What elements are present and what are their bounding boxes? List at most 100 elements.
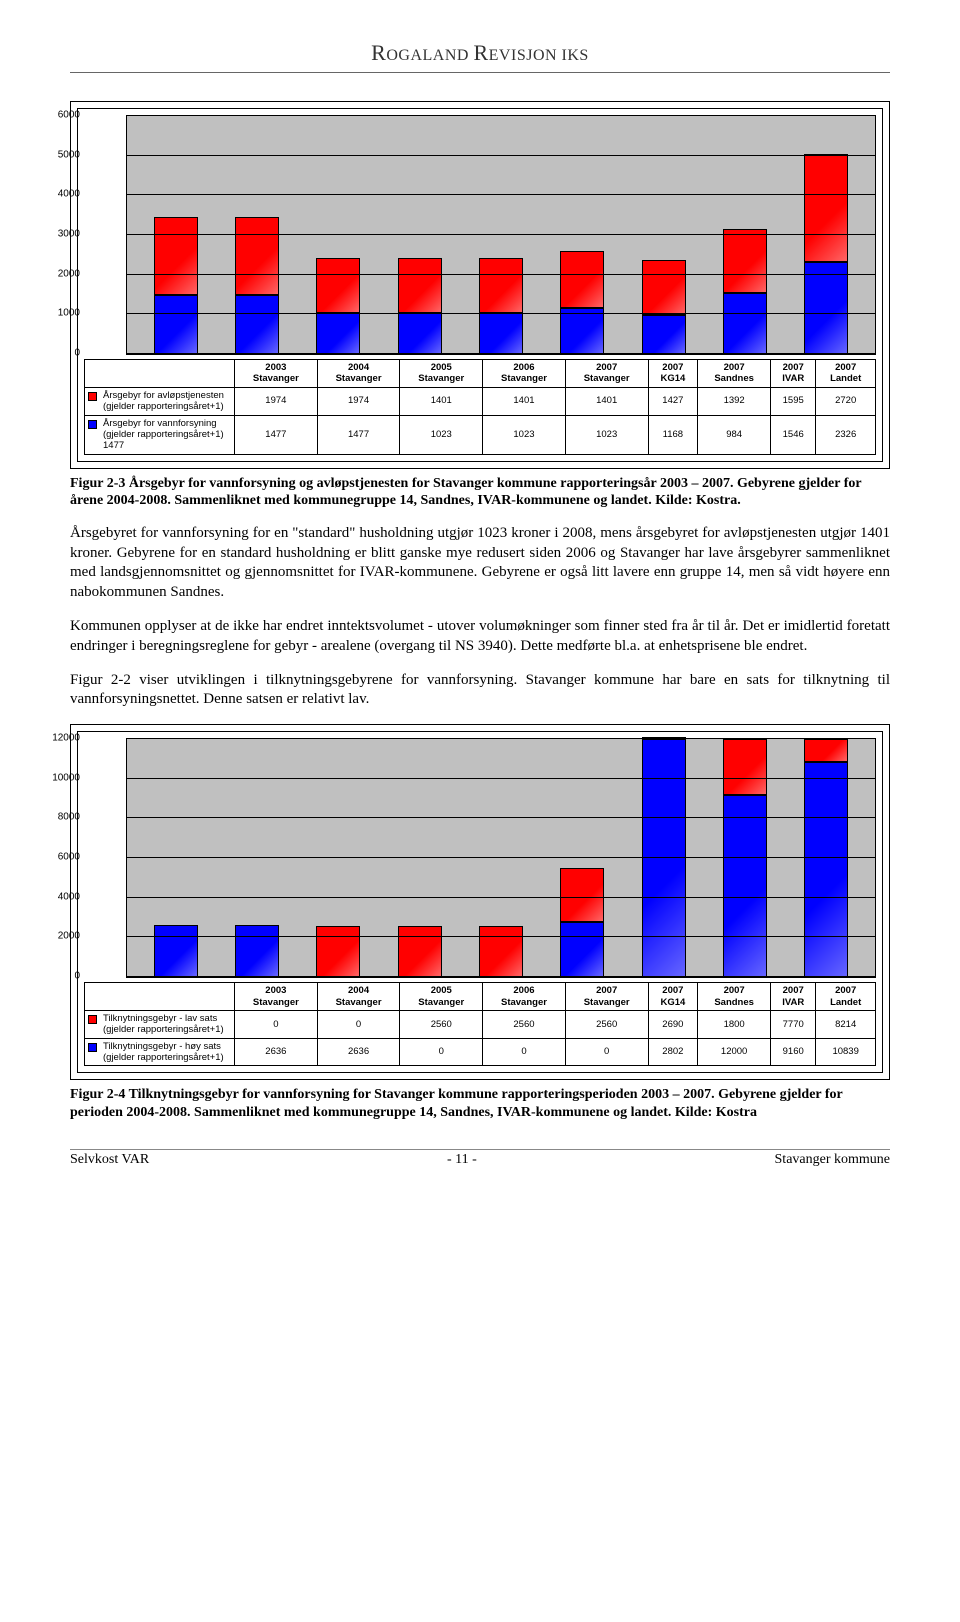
table-cell: 2326 [816,415,876,454]
bar-group [479,926,523,977]
table-cell: 1974 [317,387,400,415]
footer-right: Stavanger kommune [775,1152,890,1168]
bar-group [560,251,604,354]
series-label: Tilknytningsgebyr - lav sats (gjelder ra… [85,1010,235,1038]
col-header: 2005Stavanger [400,983,483,1011]
bar-group [479,258,523,354]
bar-seg-red [804,154,848,262]
col-header: 2007Landet [816,983,876,1011]
bar-seg-red [235,217,279,295]
footer-center: - 11 - [447,1152,477,1168]
bar-group [804,154,848,354]
bar-group [398,926,442,977]
series-label: Årsgebyr for vannforsyning (gjelder rapp… [85,415,235,454]
table-cell: 1392 [698,387,771,415]
bar-seg-blue [154,295,198,354]
legend-swatch [88,1015,97,1024]
caption1: Figur 2-3 Årsgebyr for vannforsyning og … [70,475,890,510]
chart2-yaxis: 020004000600080001000012000 [84,738,126,976]
ytick-label: 4000 [44,891,80,902]
table-cell: 2560 [483,1010,566,1038]
header-company: ROGALAND REVISJON IKS [70,40,890,66]
table-cell: 12000 [698,1038,771,1066]
table-cell: 9160 [771,1038,816,1066]
page: ROGALAND REVISJON IKS 010002000300040005… [0,0,960,1198]
table-cell: 1401 [483,387,566,415]
legend-swatch [88,1043,97,1052]
col-header: 2005Stavanger [400,360,483,388]
table-cell: 1595 [771,387,816,415]
bar-seg-blue [560,308,604,354]
ytick-label: 10000 [44,772,80,783]
col-header: 2004Stavanger [317,983,400,1011]
table-cell: 0 [400,1038,483,1066]
table-cell: 1401 [400,387,483,415]
table-cell: 7770 [771,1010,816,1038]
ytick-label: 1000 [44,308,80,319]
col-header: 2006Stavanger [483,983,566,1011]
bar-group [316,926,360,977]
ytick-label: 2000 [44,931,80,942]
bar-seg-red [560,868,604,921]
table-cell: 8214 [816,1010,876,1038]
bar-seg-blue [723,795,767,977]
bar-group [723,229,767,354]
table-cell: 1546 [771,415,816,454]
chart2-frame: 020004000600080001000012000 2003Stavange… [70,724,890,1080]
table-cell: 1023 [565,415,648,454]
table-cell: 10839 [816,1038,876,1066]
para1: Årsgebyret for vannforsyning for en "sta… [70,524,890,603]
table-cell: 0 [235,1010,318,1038]
bar-group [804,739,848,977]
table-cell: 1401 [565,387,648,415]
bar-seg-red [154,217,198,295]
bar-group [723,739,767,977]
bar-seg-blue [235,295,279,354]
caption2: Figur 2-4 Tilknytningsgebyr for vannfors… [70,1086,890,1121]
chart2-inner: 020004000600080001000012000 2003Stavange… [77,731,883,1073]
table-cell: 1800 [698,1010,771,1038]
table-cell: 2560 [400,1010,483,1038]
col-header: 2007Landet [816,360,876,388]
bar-group [316,258,360,354]
chart1-table: 2003Stavanger2004Stavanger2005Stavanger2… [84,359,876,455]
bar-seg-blue [804,762,848,977]
footer-left: Selvkost VAR [70,1152,149,1168]
col-header: 2006Stavanger [483,360,566,388]
bar-group [154,217,198,354]
bar-seg-blue [723,293,767,354]
table-cell: 2690 [648,1010,698,1038]
chart1-yaxis: 0100020003000400050006000 [84,115,126,353]
bar-group [235,217,279,354]
bar-seg-blue [398,313,442,354]
col-header: 2004Stavanger [317,360,400,388]
col-header: 2007Sandnes [698,983,771,1011]
para2: Kommunen opplyser at de ikke har endret … [70,617,890,657]
chart2-table: 2003Stavanger2004Stavanger2005Stavanger2… [84,982,876,1066]
header-rule [70,72,890,73]
table-cell: 0 [483,1038,566,1066]
table-cell: 1023 [400,415,483,454]
ytick-label: 4000 [44,189,80,200]
bar-group [398,258,442,354]
table-cell: 2636 [235,1038,318,1066]
bar-group [154,925,198,977]
table-cell: 2636 [317,1038,400,1066]
ytick-label: 0 [44,348,80,359]
para3: Figur 2-2 viser utviklingen i tilknytnin… [70,671,890,711]
bar-seg-red [398,926,442,977]
bar-seg-blue [804,262,848,354]
table-cell: 1427 [648,387,698,415]
bar-seg-blue [560,922,604,978]
col-header: 2003Stavanger [235,360,318,388]
col-header: 2007IVAR [771,360,816,388]
table-cell: 2720 [816,387,876,415]
bar-seg-red [398,258,442,314]
bar-seg-red [560,251,604,308]
ytick-label: 3000 [44,229,80,240]
table-cell: 1477 [235,415,318,454]
table-cell: 0 [565,1038,648,1066]
series-label: Årsgebyr for avløpstjenesten (gjelder ra… [85,387,235,415]
col-header: 2007KG14 [648,983,698,1011]
bar-seg-blue [316,313,360,354]
